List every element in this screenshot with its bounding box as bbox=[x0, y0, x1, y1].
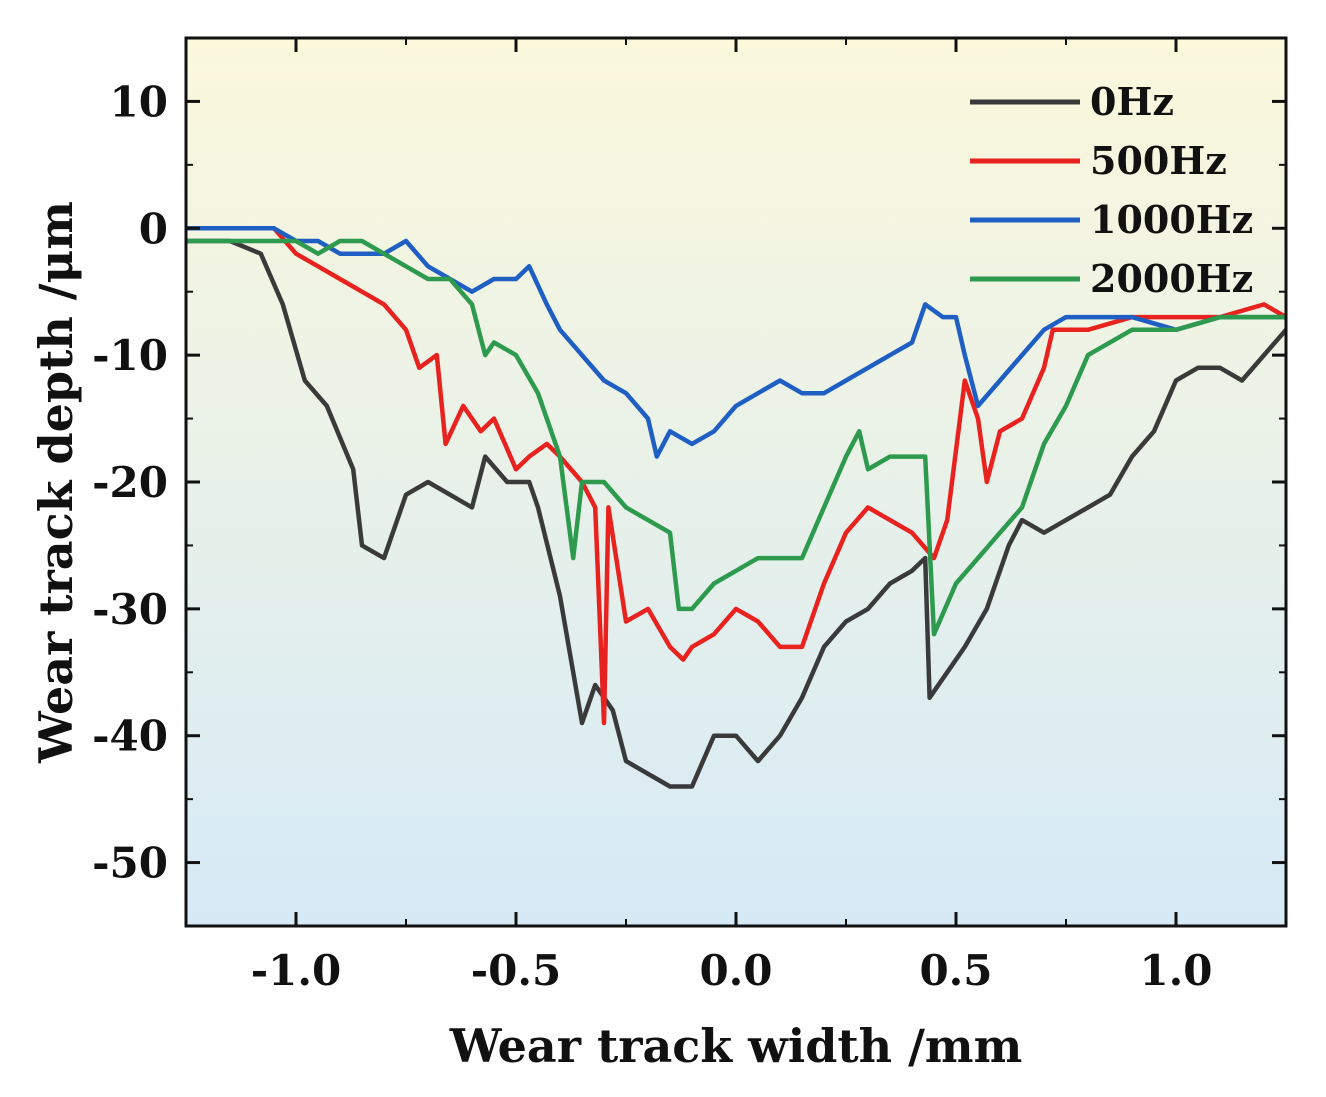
legend-item: 2000Hz bbox=[970, 256, 1253, 301]
legend-label: 0Hz bbox=[1090, 79, 1174, 124]
x-tick-label: 1.0 bbox=[1139, 946, 1212, 995]
x-tick-label: -1.0 bbox=[251, 946, 342, 995]
y-tick-label: -40 bbox=[92, 712, 168, 761]
y-tick-label: -20 bbox=[92, 458, 168, 507]
y-tick-label: -10 bbox=[92, 331, 168, 380]
x-tick-label: -0.5 bbox=[471, 946, 562, 995]
legend-label: 1000Hz bbox=[1090, 197, 1253, 242]
x-tick-label: 0.5 bbox=[919, 946, 992, 995]
y-tick-label: 10 bbox=[110, 77, 168, 126]
series-layer bbox=[186, 226, 1286, 789]
legend: 0Hz 500Hz 1000Hz 2000Hz bbox=[970, 79, 1253, 301]
y-tick-label: 0 bbox=[139, 204, 168, 253]
series-line-2000hz bbox=[186, 238, 1286, 637]
plot-background bbox=[186, 38, 1286, 926]
x-axis-title: Wear track width /mm bbox=[449, 1019, 1023, 1073]
ticks-layer bbox=[185, 37, 1287, 927]
y-tick-label: -50 bbox=[92, 839, 168, 888]
legend-label: 2000Hz bbox=[1090, 256, 1253, 301]
legend-item: 1000Hz bbox=[970, 197, 1253, 242]
series-line-0hz bbox=[186, 238, 1286, 789]
x-tick-label: 0.0 bbox=[699, 946, 772, 995]
y-tick-label: -30 bbox=[92, 585, 168, 634]
series-line-1000hz bbox=[186, 226, 1286, 459]
series-line-500hz bbox=[186, 226, 1286, 726]
legend-label: 500Hz bbox=[1090, 138, 1227, 183]
legend-item: 500Hz bbox=[970, 138, 1227, 183]
tick-labels: -1.0 -0.5 0.0 0.5 1.0 10 0 -10 -20 -30 -40 -50 bbox=[92, 77, 1212, 995]
legend-item: 0Hz bbox=[970, 79, 1174, 124]
y-axis-title: Wear track depth /μm bbox=[29, 201, 83, 764]
